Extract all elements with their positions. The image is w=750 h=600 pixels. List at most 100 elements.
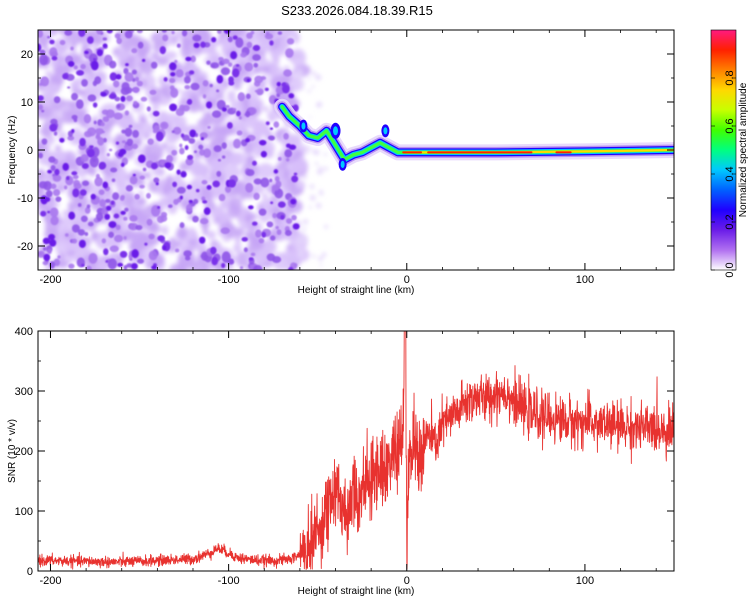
noise-blob	[124, 127, 133, 137]
noise-blob	[193, 42, 200, 48]
y-tick-label: 200	[15, 446, 33, 458]
noise-blob	[113, 112, 123, 120]
noise-blob	[57, 255, 61, 259]
noise-blob	[93, 120, 97, 125]
noise-blob	[74, 82, 81, 90]
noise-blob	[317, 256, 323, 261]
noise-blob	[108, 221, 117, 229]
noise-blob	[203, 207, 211, 216]
noise-blob	[152, 104, 160, 112]
noise-blob	[305, 150, 309, 155]
noise-blob	[203, 148, 212, 158]
noise-blob	[155, 182, 159, 186]
noise-blob	[108, 148, 113, 152]
noise-blob	[300, 86, 305, 91]
noise-blob	[269, 48, 280, 59]
noise-blob	[218, 56, 224, 62]
noise-blob	[138, 117, 148, 123]
noise-blob	[297, 247, 304, 254]
noise-blob	[140, 96, 148, 102]
noise-blob	[104, 213, 111, 220]
noise-blob	[269, 178, 273, 183]
noise-blob	[216, 74, 224, 84]
noise-blob	[256, 163, 275, 180]
noise-blob	[109, 245, 119, 253]
noise-blob	[171, 30, 175, 35]
noise-blob	[291, 175, 299, 183]
noise-blob	[40, 195, 48, 205]
noise-blob	[81, 162, 89, 169]
noise-blob	[92, 102, 98, 108]
noise-blob	[237, 92, 246, 102]
noise-blob	[87, 94, 97, 102]
noise-blob	[244, 62, 254, 72]
noise-blob	[159, 214, 168, 222]
noise-blob	[50, 200, 60, 207]
spectrogram-y-axis: -20 -10 0 10 20	[17, 29, 674, 271]
noise-blob	[84, 206, 91, 214]
noise-blob	[47, 169, 53, 174]
noise-blob	[285, 143, 291, 148]
noise-blob	[42, 260, 49, 266]
noise-blob	[73, 182, 82, 190]
noise-blob	[273, 169, 279, 174]
trace-blob	[340, 160, 345, 168]
noise-blob	[150, 31, 167, 45]
noise-blob	[101, 208, 109, 216]
noise-blob	[176, 43, 181, 48]
noise-blob	[115, 224, 121, 230]
snr-frame	[37, 330, 675, 572]
colorbar-tick-label: 0.0	[724, 262, 736, 277]
noise-blob	[162, 51, 178, 60]
noise-blob	[124, 110, 130, 116]
noise-blob	[252, 54, 261, 61]
noise-blob	[71, 224, 80, 233]
noise-blob	[76, 70, 85, 76]
noise-blob	[116, 37, 123, 45]
noise-blob	[148, 250, 158, 261]
noise-blob	[49, 39, 55, 45]
noise-blob	[232, 35, 238, 40]
noise-blob	[165, 132, 179, 144]
noise-blob	[167, 204, 173, 209]
noise-blob	[98, 161, 107, 170]
noise-blob	[202, 227, 209, 236]
x-tick-label: -200	[39, 575, 61, 587]
noise-blob	[272, 212, 277, 219]
noise-blob	[38, 105, 53, 120]
noise-blob	[192, 34, 202, 42]
noise-blob	[117, 262, 124, 267]
noise-blob	[256, 89, 264, 96]
noise-blob	[185, 56, 192, 62]
noise-blob	[210, 246, 217, 255]
noise-blob	[288, 266, 294, 270]
snr-panel: -200 -100 0 100 0 100 200 300 400 Height of str…	[7, 326, 675, 597]
noise-blob	[228, 62, 233, 67]
noise-blob	[180, 171, 187, 178]
noise-blob	[187, 98, 193, 105]
noise-blob	[173, 174, 182, 182]
noise-blob	[226, 153, 241, 166]
noise-blob	[136, 258, 145, 264]
noise-blob	[245, 110, 251, 118]
noise-blob	[202, 94, 207, 99]
noise-blob	[302, 218, 309, 225]
noise-blob	[187, 154, 194, 160]
noise-blob	[149, 94, 161, 103]
noise-blob	[155, 131, 164, 142]
noise-blob	[48, 233, 56, 240]
noise-blob	[45, 70, 54, 79]
noise-blob	[171, 149, 178, 156]
noise-blob	[51, 110, 58, 118]
noise-blob	[116, 48, 128, 63]
noise-blob	[302, 239, 307, 244]
noise-blob	[222, 58, 230, 65]
noise-blob	[119, 195, 125, 201]
noise-blob	[119, 250, 128, 258]
noise-blob	[132, 173, 136, 177]
noise-blob	[132, 86, 140, 94]
noise-blob	[297, 142, 303, 147]
noise-blob	[298, 74, 302, 78]
noise-blob	[136, 30, 143, 34]
noise-blob	[216, 170, 222, 177]
